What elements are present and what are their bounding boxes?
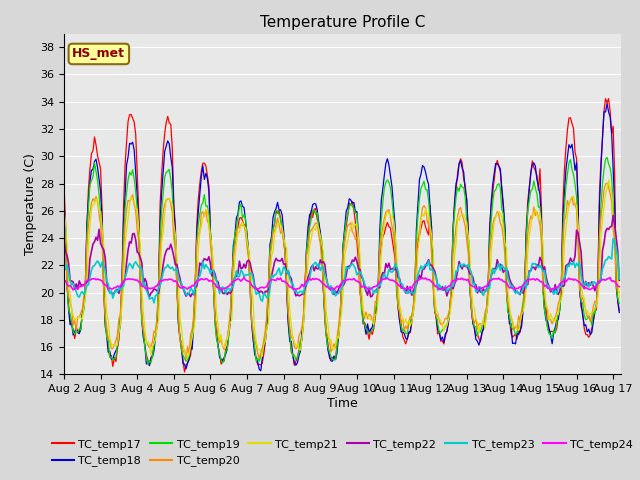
TC_temp23: [60, 266, 68, 272]
TC_temp22: [282, 261, 289, 267]
TC_temp20: [178, 340, 186, 346]
TC_temp20: [616, 289, 623, 295]
TC_temp20: [591, 298, 598, 304]
TC_temp23: [538, 265, 545, 271]
Line: TC_temp19: TC_temp19: [64, 157, 620, 364]
TC_temp17: [538, 206, 545, 212]
TC_temp20: [286, 324, 294, 330]
TC_temp19: [604, 155, 611, 160]
TC_temp21: [605, 178, 612, 183]
TC_temp21: [286, 308, 294, 314]
TC_temp18: [591, 307, 598, 313]
TC_temp17: [214, 343, 222, 348]
TC_temp24: [282, 279, 289, 285]
TC_temp24: [60, 277, 68, 283]
TC_temp19: [283, 285, 291, 290]
TC_temp22: [591, 288, 598, 294]
TC_temp19: [591, 311, 598, 317]
TC_temp18: [538, 219, 545, 225]
TC_temp24: [547, 287, 554, 293]
TC_temp22: [212, 278, 220, 284]
TC_temp22: [609, 213, 617, 218]
TC_temp21: [283, 246, 291, 252]
TC_temp17: [591, 309, 598, 314]
Legend: TC_temp17, TC_temp18, TC_temp19, TC_temp20, TC_temp21, TC_temp22, TC_temp23, TC_: TC_temp17, TC_temp18, TC_temp19, TC_temp…: [47, 434, 637, 471]
X-axis label: Time: Time: [327, 397, 358, 410]
Text: HS_met: HS_met: [72, 48, 125, 60]
TC_temp17: [178, 347, 186, 353]
TC_temp20: [283, 282, 291, 288]
TC_temp22: [60, 238, 68, 243]
Line: TC_temp22: TC_temp22: [64, 216, 620, 297]
TC_temp20: [182, 356, 190, 362]
TC_temp19: [144, 361, 152, 367]
TC_temp23: [214, 285, 222, 290]
TC_temp23: [283, 270, 291, 276]
Title: Temperature Profile C: Temperature Profile C: [260, 15, 425, 30]
TC_temp17: [180, 369, 188, 375]
TC_temp23: [591, 279, 598, 285]
TC_temp23: [150, 300, 158, 306]
TC_temp21: [178, 326, 186, 332]
TC_temp24: [284, 282, 292, 288]
TC_temp19: [286, 331, 294, 337]
Y-axis label: Temperature (C): Temperature (C): [24, 153, 37, 255]
TC_temp18: [283, 289, 291, 295]
TC_temp23: [179, 287, 187, 292]
TC_temp19: [179, 352, 187, 358]
TC_temp21: [616, 295, 623, 300]
TC_temp22: [538, 258, 545, 264]
TC_temp22: [616, 277, 623, 283]
TC_temp20: [538, 240, 545, 246]
TC_temp18: [286, 339, 294, 345]
Line: TC_temp24: TC_temp24: [64, 277, 620, 290]
TC_temp19: [214, 344, 222, 349]
TC_temp19: [60, 211, 68, 216]
Line: TC_temp18: TC_temp18: [64, 104, 620, 371]
TC_temp21: [184, 354, 191, 360]
TC_temp22: [284, 268, 292, 274]
TC_temp24: [178, 285, 186, 291]
TC_temp23: [286, 276, 294, 281]
Line: TC_temp20: TC_temp20: [64, 183, 620, 359]
TC_temp22: [367, 294, 374, 300]
TC_temp19: [616, 301, 623, 307]
TC_temp24: [591, 284, 598, 289]
TC_temp17: [605, 96, 612, 101]
TC_temp18: [60, 200, 68, 206]
TC_temp21: [60, 205, 68, 211]
TC_temp24: [606, 275, 614, 280]
TC_temp18: [212, 329, 220, 335]
Line: TC_temp21: TC_temp21: [64, 180, 620, 357]
TC_temp17: [286, 333, 294, 339]
TC_temp18: [616, 310, 623, 315]
TC_temp20: [214, 335, 222, 340]
TC_temp21: [214, 322, 222, 328]
TC_temp23: [616, 276, 623, 282]
TC_temp17: [60, 183, 68, 189]
TC_temp24: [212, 284, 220, 290]
TC_temp24: [536, 278, 544, 284]
TC_temp17: [283, 284, 291, 289]
TC_temp24: [616, 284, 623, 289]
TC_temp18: [257, 368, 264, 373]
TC_temp21: [591, 306, 598, 312]
TC_temp20: [60, 219, 68, 225]
TC_temp18: [178, 342, 186, 348]
TC_temp17: [616, 308, 623, 313]
TC_temp23: [609, 236, 617, 241]
TC_temp19: [538, 228, 545, 234]
TC_temp18: [604, 101, 611, 107]
Line: TC_temp23: TC_temp23: [64, 239, 620, 303]
TC_temp20: [604, 180, 611, 186]
TC_temp22: [178, 283, 186, 288]
TC_temp21: [538, 223, 545, 229]
Line: TC_temp17: TC_temp17: [64, 98, 620, 372]
